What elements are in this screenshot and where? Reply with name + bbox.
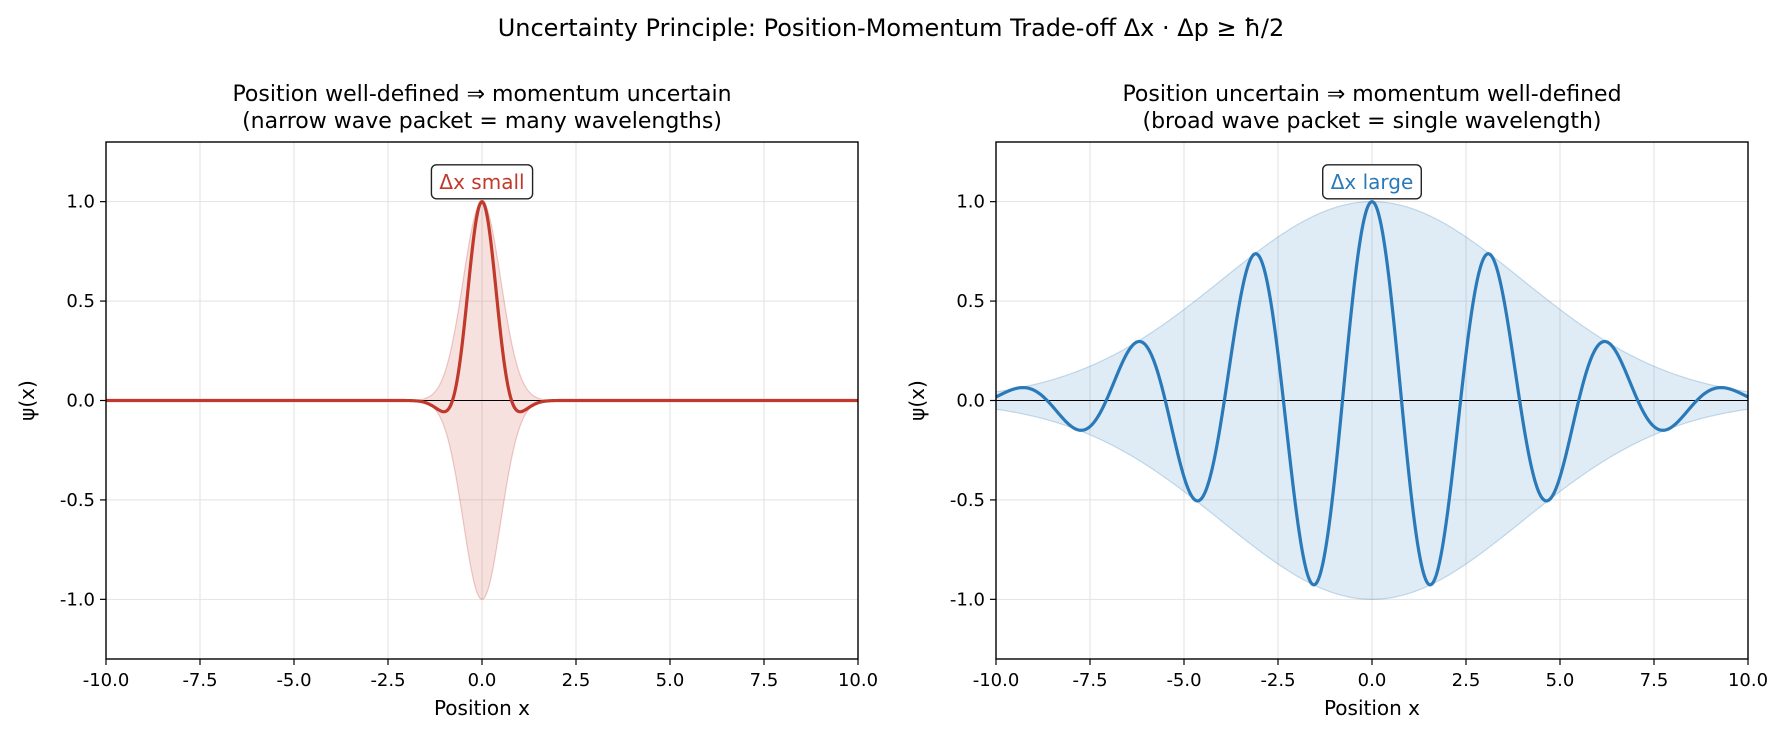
y-tick-label: -0.5	[950, 490, 985, 511]
x-tick-label: 10.0	[838, 670, 878, 691]
panel-subtitle: (broad wave packet = single wavelength)	[1143, 109, 1602, 134]
x-tick-label: 5.0	[1546, 670, 1575, 691]
y-tick-label: -0.5	[60, 490, 95, 511]
y-tick-label: 0.0	[956, 391, 985, 412]
y-tick-label: -1.0	[60, 589, 95, 610]
x-tick-label: 0.0	[468, 670, 497, 691]
panel-subtitle: (narrow wave packet = many wavelengths)	[242, 109, 722, 134]
figure-title: Uncertainty Principle: Position-Momentum…	[498, 14, 1285, 42]
x-tick-label: 0.0	[1358, 670, 1387, 691]
x-tick-label: 7.5	[750, 670, 779, 691]
panel-title: Position uncertain ⇒ momentum well-defin…	[1122, 82, 1621, 107]
y-tick-label: -1.0	[950, 589, 985, 610]
x-tick-label: -5.0	[276, 670, 311, 691]
x-axis-label: Position x	[434, 696, 530, 720]
x-tick-label: -7.5	[1072, 670, 1107, 691]
x-tick-label: 2.5	[562, 670, 591, 691]
x-tick-label: -2.5	[1260, 670, 1295, 691]
wavefunction-line	[996, 200, 1748, 587]
x-axis-label: Position x	[1324, 696, 1420, 720]
annotation-box: Δx large	[1322, 164, 1422, 200]
x-tick-label: 5.0	[656, 670, 685, 691]
right-panel: Position uncertain ⇒ momentum well-defin…	[905, 82, 1768, 720]
y-tick-label: 0.0	[66, 391, 95, 412]
x-tick-label: -2.5	[370, 670, 405, 691]
y-tick-label: 1.0	[66, 192, 95, 213]
y-axis-label: ψ(x)	[15, 380, 39, 421]
y-axis-label: ψ(x)	[905, 380, 929, 421]
annotation-text: Δx large	[1331, 170, 1414, 194]
x-tick-label: -10.0	[83, 670, 130, 691]
left-panel: Position well-defined ⇒ momentum uncerta…	[15, 82, 878, 720]
x-tick-label: 7.5	[1640, 670, 1669, 691]
annotation-text: Δx small	[439, 170, 524, 194]
x-tick-label: 10.0	[1728, 670, 1768, 691]
x-tick-label: -5.0	[1166, 670, 1201, 691]
y-tick-label: 0.5	[956, 291, 985, 312]
x-tick-label: 2.5	[1452, 670, 1481, 691]
y-tick-label: 0.5	[66, 291, 95, 312]
annotation-box: Δx small	[430, 164, 534, 200]
y-tick-label: 1.0	[956, 192, 985, 213]
wavefunction-line	[106, 200, 858, 414]
panel-title: Position well-defined ⇒ momentum uncerta…	[232, 82, 731, 107]
x-tick-label: -7.5	[182, 670, 217, 691]
x-tick-label: -10.0	[973, 670, 1020, 691]
